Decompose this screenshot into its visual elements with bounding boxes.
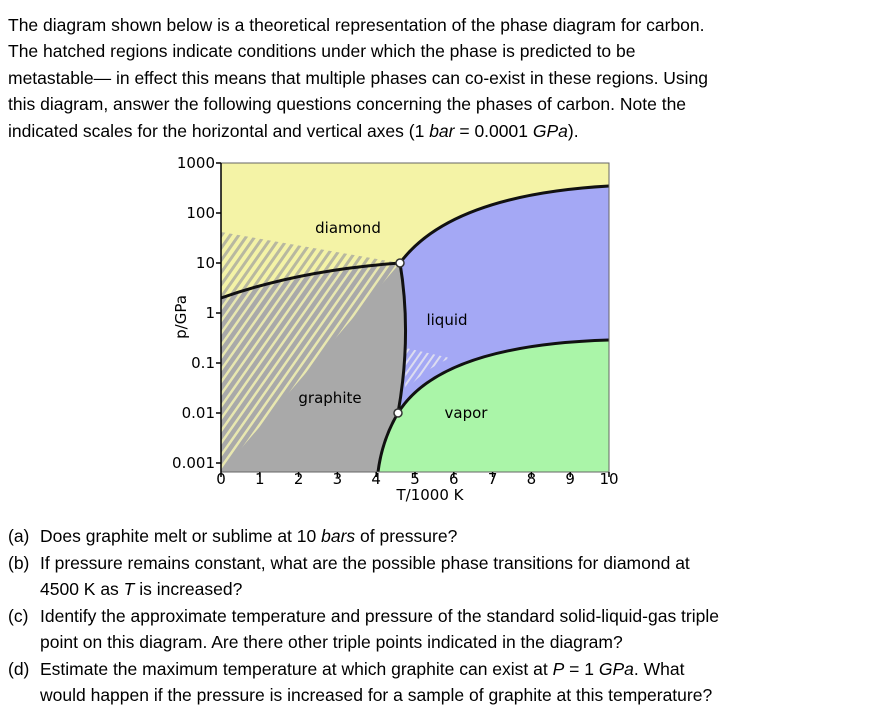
question-line: Estimate the maximum temperature at whic…: [40, 659, 685, 679]
x-tick-label: 2: [294, 470, 304, 488]
x-tick-label: 5: [410, 470, 420, 488]
intro-line: metastable— in effect this means that mu…: [8, 68, 708, 88]
hatched-region: [221, 232, 400, 298]
question-label: (c): [8, 606, 28, 626]
x-tick-label: 7: [488, 470, 498, 488]
boundary: [398, 184, 610, 264]
hatched-region: [221, 263, 400, 472]
liquid-region: [398, 186, 609, 413]
x-axis-label: T/1000 K: [396, 486, 465, 504]
boundary: [376, 412, 400, 473]
triple-point: [393, 408, 403, 418]
question-line: Does graphite melt or sublime at 10 bars…: [40, 526, 458, 546]
question-line: 4500 K as T is increased?: [40, 579, 243, 599]
y-tick-label: 0.01: [182, 404, 215, 422]
x-tick-label: 4: [371, 470, 381, 488]
intro-line: The hatched regions indicate conditions …: [8, 41, 636, 61]
region-label: vapor: [445, 404, 489, 422]
triple-point: [395, 258, 405, 268]
y-tick-label: 0.1: [191, 354, 215, 372]
phase-boundaries: [220, 184, 610, 473]
hatched-region: [405, 348, 450, 392]
question-label: (b): [8, 553, 29, 573]
y-tick-label: 10: [196, 254, 215, 272]
boundary: [396, 262, 408, 414]
x-tick-label: 1: [255, 470, 265, 488]
region-label: graphite: [298, 389, 361, 407]
x-tick-label: 0: [216, 470, 226, 488]
region-label: diamond: [315, 219, 381, 237]
x-tick-label: 6: [449, 470, 459, 488]
x-tick-label: 9: [565, 470, 575, 488]
vapor-region: [378, 340, 609, 472]
x-tick-label: 8: [527, 470, 537, 488]
question-label: (a): [8, 526, 29, 546]
question-line: point on this diagram. Are there other t…: [40, 632, 623, 652]
y-tick-label: 0.001: [172, 454, 215, 472]
intro-line: indicated scales for the horizontal and …: [8, 121, 579, 141]
question-label: (d): [8, 659, 29, 679]
boundary: [396, 338, 610, 414]
question-line: If pressure remains constant, what are t…: [40, 553, 690, 573]
intro-line: The diagram shown below is a theoretical…: [8, 15, 705, 35]
question-line: Identify the approximate temperature and…: [40, 606, 719, 626]
region-label: liquid: [426, 311, 467, 329]
question-line: would happen if the pressure is increase…: [39, 685, 712, 705]
x-tick-label: 3: [333, 470, 343, 488]
y-tick-label: 1000: [177, 154, 215, 172]
region-labels: diamond liquid graphite vapor p/GPa T/10…: [172, 219, 488, 504]
y-tick-label: 100: [186, 204, 215, 222]
y-axis-label: p/GPa: [172, 295, 190, 339]
x-tick-label: 10: [599, 470, 618, 488]
y-tick-label: 1: [205, 304, 215, 322]
intro: The diagram shown below is a theoretical…: [8, 15, 708, 141]
intro-line: this diagram, answer the following quest…: [8, 94, 686, 114]
questions: (a) Does graphite melt or sublime at 10 …: [8, 526, 719, 705]
boundary: [220, 261, 401, 300]
